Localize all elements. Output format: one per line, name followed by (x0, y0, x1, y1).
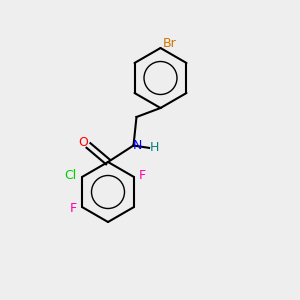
Text: O: O (78, 136, 88, 149)
Text: H: H (150, 141, 159, 154)
Text: Cl: Cl (64, 169, 77, 182)
Text: Br: Br (163, 37, 176, 50)
Text: F: F (70, 202, 77, 215)
Text: F: F (139, 169, 146, 182)
Text: N: N (132, 139, 142, 152)
